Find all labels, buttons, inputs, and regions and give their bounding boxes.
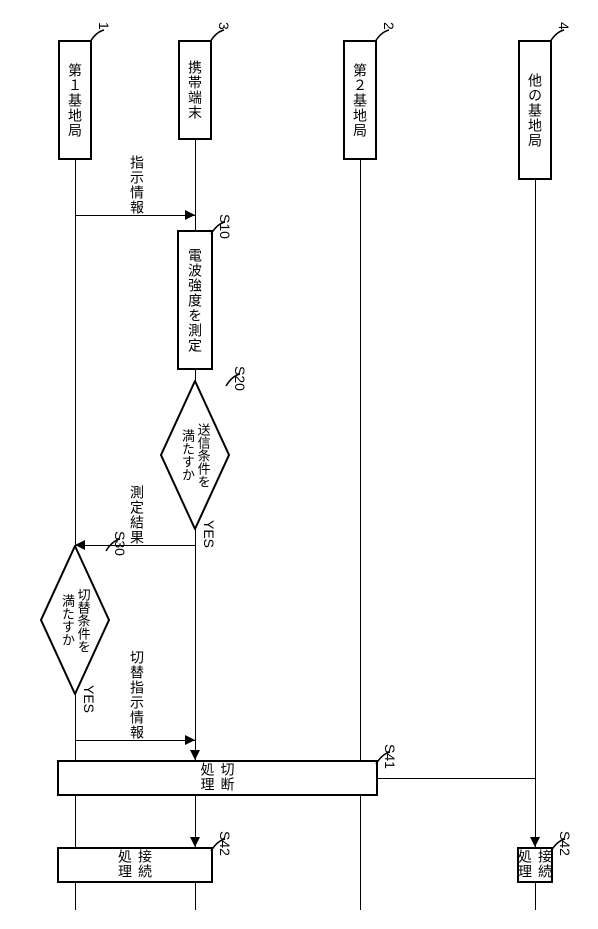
decision-s30: 切替条件を満たすか: [40, 545, 110, 695]
span-s42a: 接続処理: [57, 847, 213, 883]
lifeline-bs2: [360, 160, 361, 910]
message-label-m2: 測定結果: [127, 485, 147, 545]
decision-s20: 送信条件を満たすか: [160, 380, 230, 530]
message-label-m3: 切替指示情報: [127, 650, 147, 740]
lane-header-ue: 携帯端末: [178, 40, 212, 140]
decision-out-s20: YES: [201, 520, 217, 548]
sequence-diagram: 第１基地局1携帯端末3第２基地局2他の基地局4電波強度を測定S10送信条件を満た…: [0, 0, 598, 929]
decision-out-s30: YES: [81, 685, 97, 713]
message-m2: [75, 545, 195, 546]
lane-header-other: 他の基地局: [518, 40, 552, 180]
span-s41: 切断処理: [57, 760, 378, 796]
message-label-m1: 指示情報: [127, 155, 147, 215]
step-s10: 電波強度を測定: [177, 230, 213, 370]
lane-header-bs2: 第２基地局: [343, 40, 377, 160]
lifeline-bs1: [75, 160, 76, 910]
lane-header-bs1: 第１基地局: [58, 40, 92, 160]
message-m3: [75, 740, 195, 741]
message-m1: [75, 215, 195, 216]
span-s42b: 接続処理: [517, 847, 553, 883]
